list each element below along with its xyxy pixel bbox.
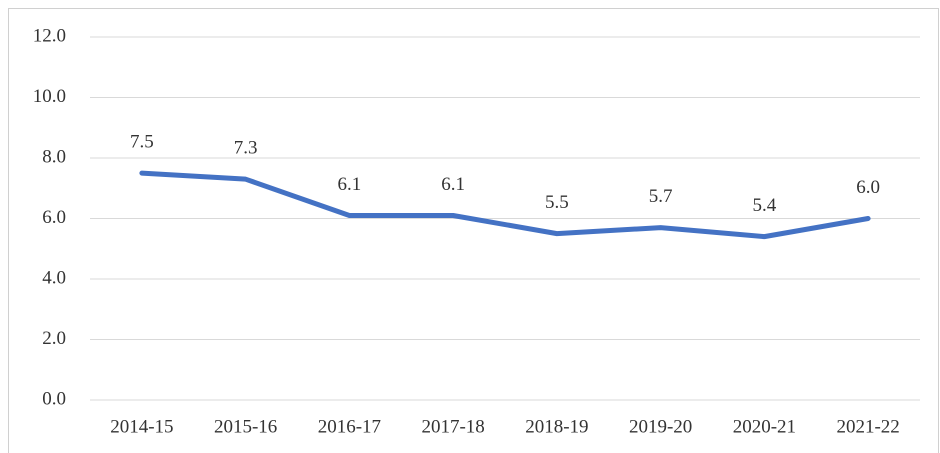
y-tick-label: 8.0: [42, 146, 66, 167]
y-tick-label: 6.0: [42, 207, 66, 228]
x-tick-label: 2017-18: [421, 416, 484, 437]
data-label: 7.5: [130, 131, 154, 152]
y-tick-label: 10.0: [33, 86, 66, 107]
y-tick-label: 0.0: [42, 388, 66, 409]
x-tick-label: 2021-22: [836, 416, 899, 437]
x-tick-label: 2019-20: [629, 416, 692, 437]
data-label: 5.7: [649, 186, 673, 207]
y-tick-label: 2.0: [42, 328, 66, 349]
y-tick-label: 12.0: [33, 25, 66, 46]
data-label: 7.3: [234, 138, 258, 159]
data-label: 6.1: [338, 174, 362, 195]
data-label: 5.4: [753, 195, 777, 216]
x-tick-label: 2015-16: [214, 416, 277, 437]
data-label: 6.0: [856, 177, 880, 198]
y-tick-label: 4.0: [42, 267, 66, 288]
data-label: 6.1: [441, 174, 465, 195]
data-label: 5.5: [545, 192, 569, 213]
x-tick-label: 2016-17: [318, 416, 381, 437]
data-line: [139, 170, 871, 240]
x-tick-label: 2014-15: [110, 416, 173, 437]
x-tick-label: 2020-21: [733, 416, 796, 437]
chart-border: [8, 8, 939, 453]
x-tick-label: 2018-19: [525, 416, 588, 437]
